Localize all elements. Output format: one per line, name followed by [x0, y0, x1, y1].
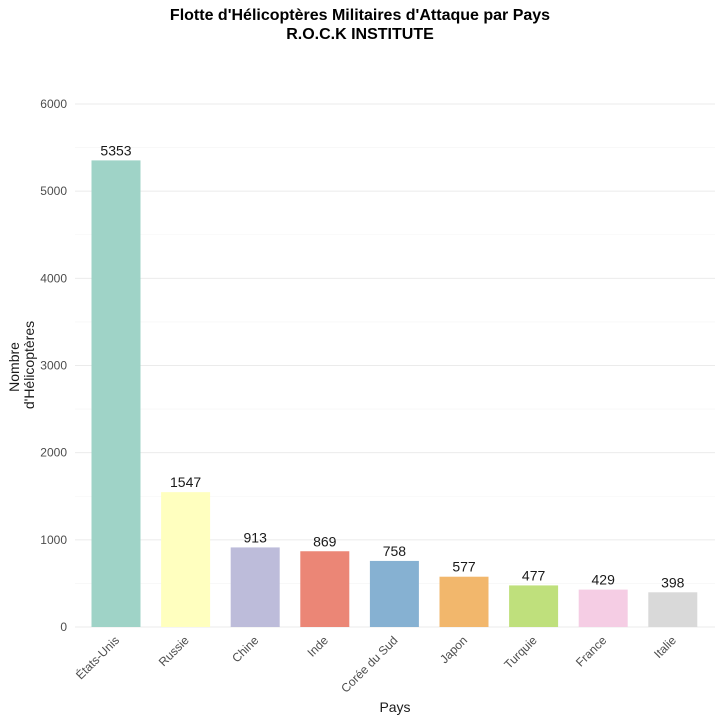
bar — [161, 492, 211, 627]
bar-value-label: 577 — [452, 559, 476, 575]
x-axis-label: Pays — [379, 699, 410, 715]
y-tick-label: 5000 — [40, 184, 67, 198]
value-labels: 5353 1547 913 869 758 577 477 429 398 — [100, 142, 684, 590]
y-tick-label: 0 — [60, 620, 67, 634]
bar-value-label: 913 — [244, 529, 268, 545]
bar — [509, 585, 559, 627]
bar-value-label: 5353 — [100, 142, 131, 158]
bar — [369, 560, 419, 627]
y-tick-label: 6000 — [40, 97, 67, 111]
bar-value-label: 1547 — [170, 474, 201, 490]
y-axis-ticks: 0 1000 2000 3000 4000 5000 6000 — [40, 97, 67, 634]
y-axis-label: Nombre d'Hélicoptères — [6, 321, 37, 409]
x-tick-label: États-Unis — [72, 633, 122, 683]
bar — [439, 576, 489, 627]
chart-title: Flotte d'Hélicoptères Militaires d'Attaq… — [169, 7, 551, 24]
x-tick-label: Corée du Sud — [338, 633, 400, 695]
x-tick-label: Italie — [651, 633, 679, 661]
x-tick-label: Inde — [305, 633, 332, 660]
x-tick-label: Chine — [229, 633, 261, 665]
x-axis-ticks: États-Unis Russie Chine Inde Corée du Sud Jap… — [72, 633, 679, 696]
x-tick-label: Russie — [156, 633, 192, 669]
x-tick-label: France — [573, 633, 610, 670]
bar — [91, 160, 141, 627]
bar — [578, 589, 628, 627]
y-tick-label: 2000 — [40, 446, 67, 460]
chart-subtitle: R.O.C.K INSTITUTE — [286, 26, 434, 43]
bar — [648, 592, 698, 627]
bars — [91, 160, 698, 627]
y-axis-label-line-2: d'Hélicoptères — [21, 321, 37, 409]
bar — [300, 551, 350, 627]
bar-value-label: 429 — [592, 572, 616, 588]
x-tick-label: Turquie — [501, 633, 540, 672]
bar-value-label: 758 — [383, 543, 407, 559]
y-tick-label: 3000 — [40, 359, 67, 373]
bar-value-label: 398 — [661, 574, 685, 590]
bar-value-label: 477 — [522, 567, 546, 583]
y-axis-label-line-1: Nombre — [6, 342, 22, 392]
x-tick-label: Japon — [437, 633, 470, 666]
y-tick-label: 4000 — [40, 271, 67, 285]
bar-value-label: 869 — [313, 533, 337, 549]
bar — [230, 547, 280, 627]
y-tick-label: 1000 — [40, 533, 67, 547]
chart-title-block: Flotte d'Hélicoptères Militaires d'Attaq… — [0, 6, 720, 44]
